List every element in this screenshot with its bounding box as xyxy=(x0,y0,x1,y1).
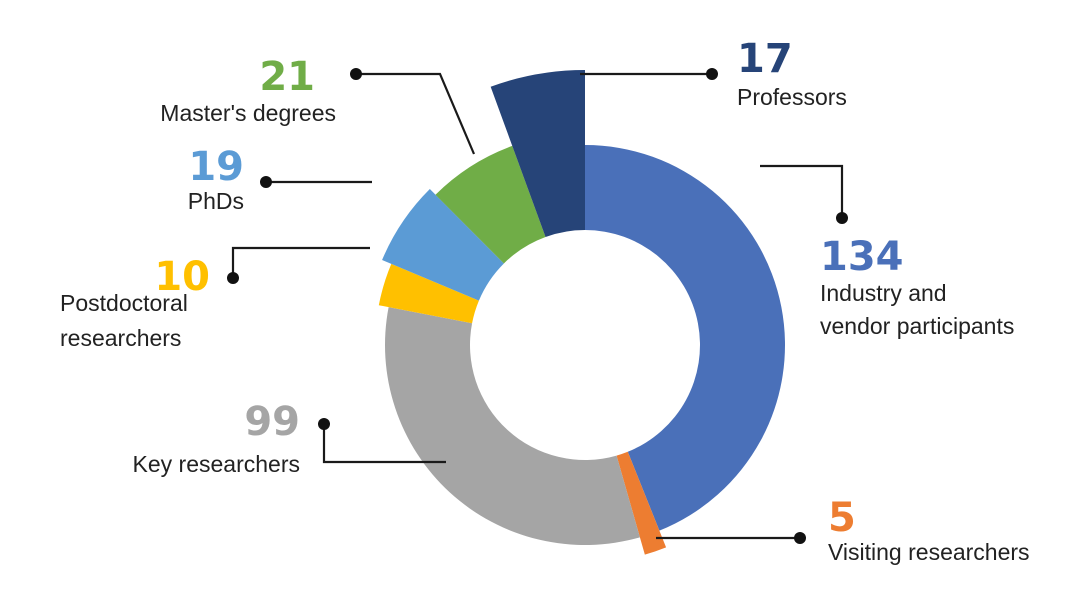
leader-line-master-s-degrees xyxy=(356,72,476,155)
value-label-industry-and-vendor-participants: 134 xyxy=(820,234,904,280)
value-label-postdoctoral-researchers: 10 xyxy=(154,254,210,300)
category-label-master-s-degrees-line-1: Master's degrees xyxy=(160,100,336,126)
donut-segments xyxy=(378,70,786,555)
segment-visiting-researchers xyxy=(616,451,667,555)
value-label-key-researchers: 99 xyxy=(244,399,300,445)
leader-dot-phds xyxy=(260,176,272,188)
category-label-industry-and-vendor-participants-line-1: Industry and xyxy=(820,280,947,306)
segment-key-researchers xyxy=(384,307,640,545)
segment-industry-and-vendor-participants xyxy=(585,145,786,531)
value-label-phds: 19 xyxy=(188,144,244,190)
leader-dot-master-s-degrees xyxy=(350,68,362,80)
leader-line-industry-and-vendor-participants xyxy=(760,164,844,218)
leader-dot-visiting-researchers xyxy=(794,532,806,544)
leader-dot-industry-and-vendor-participants xyxy=(836,212,848,224)
leader-dot-professors xyxy=(706,68,718,80)
category-label-industry-and-vendor-participants-line-2: vendor participants xyxy=(820,313,1014,339)
category-label-visiting-researchers-line-1: Visiting researchers xyxy=(828,539,1030,565)
category-label-professors-line-1: Professors xyxy=(737,84,847,110)
category-label-key-researchers-line-1: Key researchers xyxy=(133,451,300,477)
segment-professors xyxy=(490,70,585,237)
leader-line-postdoctoral-researchers xyxy=(231,246,370,278)
category-label-postdoctoral-researchers-line-2: researchers xyxy=(60,325,181,351)
segment-master-s-degrees xyxy=(435,145,546,264)
leader-line-key-researchers xyxy=(322,424,446,464)
category-label-phds-line-1: PhDs xyxy=(188,188,244,214)
segment-postdoctoral-researchers xyxy=(378,263,479,324)
value-label-master-s-degrees: 21 xyxy=(259,54,315,100)
segment-phds xyxy=(382,189,504,301)
value-label-professors: 17 xyxy=(737,36,793,82)
leader-dot-postdoctoral-researchers xyxy=(227,272,239,284)
category-label-postdoctoral-researchers-line-1: Postdoctoral xyxy=(60,290,188,316)
leader-dot-key-researchers xyxy=(318,418,330,430)
leader-lines xyxy=(227,68,848,544)
value-label-visiting-researchers: 5 xyxy=(828,495,856,541)
